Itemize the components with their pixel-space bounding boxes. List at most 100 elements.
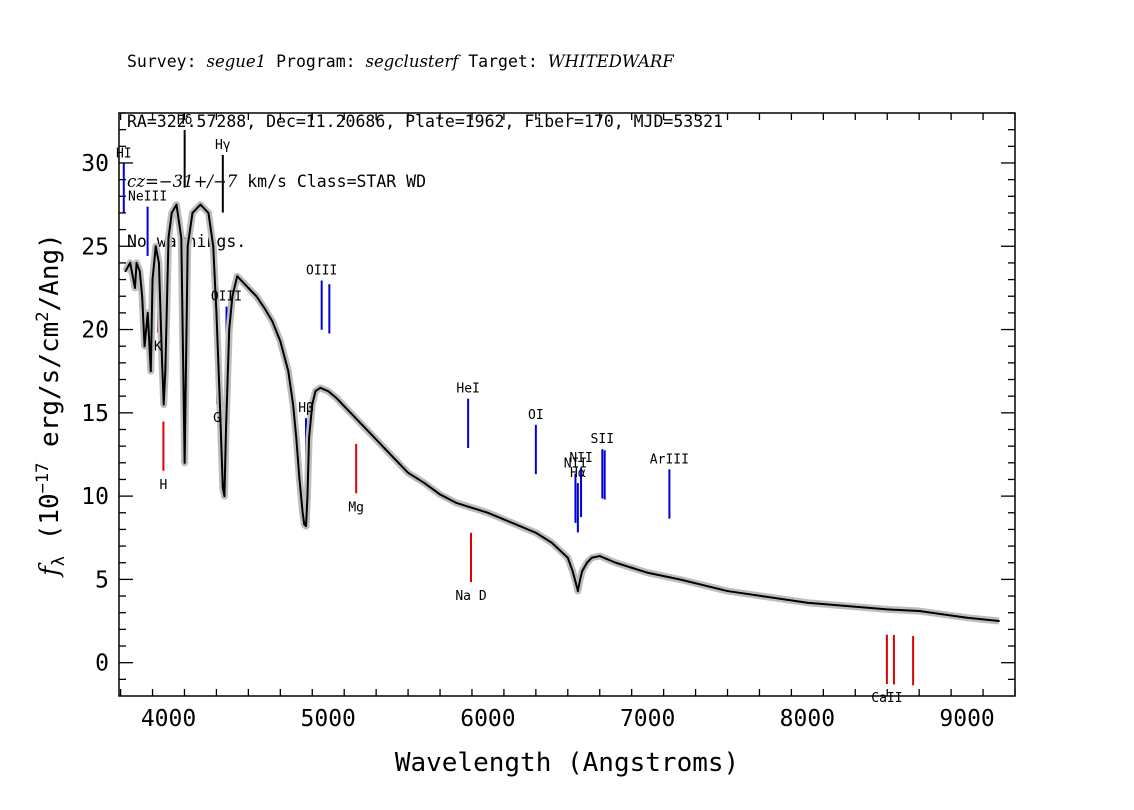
spectrum-point [423,481,425,484]
spectrum-point [295,436,298,439]
spectral-line-label: Hβ [298,401,314,416]
cz-unit-class: km/s Class=STAR WD [237,172,427,191]
spectrum-point [186,245,189,248]
spectrum-point [207,212,210,214]
spectral-line-label: HeI [456,382,479,397]
spectrum-point [574,581,577,584]
spectrum-point [236,275,239,278]
spectrum-point [255,295,258,298]
spectral-line-label: CaII [871,691,902,706]
spectrum-point [271,320,274,323]
plot-frame [118,112,1016,697]
spectral-line-label: OIII [306,263,337,278]
spectrum-point [314,390,317,393]
spectrum-point [221,486,224,489]
y-axis-label: fλ (10−17 erg/s/cm2/Ang) [33,233,69,578]
x-tick-label: 4000 [141,706,196,732]
spectrum-point [129,262,132,264]
spectrum-point [359,421,362,424]
x-tick-label: 8000 [780,706,835,732]
spectral-line-label: K [154,340,162,355]
spectrum-point [306,495,309,498]
spectrum-point [471,506,473,509]
spectrum-point [375,438,378,441]
spectrum-point [134,287,136,289]
spectral-line-label: OIII [211,290,242,305]
cz-value: =−31+/−7 [144,172,238,191]
spectrum-point [439,493,441,496]
spectral-line-label: Na D [455,589,486,604]
spectral-line-label: Hγ [215,138,231,153]
spectrum-point [161,361,164,364]
spectrum-point [175,203,178,206]
spectrum-point [225,428,227,431]
spectral-line-label: SII [591,432,614,447]
spectrum-point [292,403,294,406]
y-tick-label: 10 [81,484,109,510]
spectrum-point [726,590,729,592]
spectral-line-label: HI [116,146,132,161]
spectrum-point [391,455,394,458]
spectral-line-label: Hδ [177,113,193,128]
spectrum-point [998,620,1000,622]
spectrum-point [212,245,215,248]
spectrum-header: Survey: segue1 Program: segclusterf Targ… [127,12,723,272]
x-tick-label: 9000 [939,706,994,732]
spectrum-point [327,390,330,393]
spectrum-point [135,262,138,264]
header-redshift-line: cz=−31+/−7 km/s Class=STAR WD [127,172,723,192]
spectrum-point [191,212,194,214]
spectral-line-label: G [213,411,221,426]
spectrum-point [301,511,304,514]
spectrum-point [228,328,231,331]
spectrum-point [146,311,149,314]
program-value: segclusterf [365,52,459,71]
survey-label: Survey: [127,52,207,71]
spectrum-point [503,518,505,521]
y-tick-label: 20 [81,318,109,344]
spectrum-point [158,262,160,264]
spectrum-point [215,311,218,314]
y-tick-label: 25 [81,234,109,260]
spectrum-point [487,511,489,514]
spectrum-point [598,555,601,557]
y-tick-label: 5 [95,567,109,593]
spectrum-point [566,556,569,559]
spectrum-point [138,270,141,273]
spectral-line-label: ArIII [650,452,689,467]
spectrum-point [550,541,553,544]
spectrum-point [239,278,242,281]
spectrum-point [164,370,167,373]
spectrum-point [170,212,173,214]
spectrum-point [180,237,183,239]
y-tick-label: 30 [81,151,109,177]
spectrum-point [918,610,921,612]
spectrum-point [455,501,457,504]
spectrum-point [806,601,809,604]
spectrum-point [223,495,226,498]
target-label: Target: [458,52,548,71]
spectral-line-label: OI [528,408,544,423]
spectrum-point [319,386,322,389]
spectrum-point [151,278,154,281]
spectrum-point [518,525,521,527]
target-value: WHITEDWARF [547,52,674,71]
spectrum-point [678,578,681,581]
program-label: Program: [266,52,366,71]
spectrum-point [308,436,310,439]
spectrum-point [141,295,144,298]
spectrum-point [199,203,202,206]
header-coords-line: RA=322.57288, Dec=11.20686, Plate=1962, … [127,112,724,131]
spectrum-point [247,287,250,289]
header-survey-line: Survey: segue1 Program: segclusterf Targ… [127,52,723,72]
spectrum-line [124,203,1000,623]
spectrum-point [578,580,581,582]
spectrum-point [646,571,649,574]
spectrum-point [630,566,633,569]
spectrum-point [183,461,186,464]
spectral-line-label: Mg [348,500,364,515]
y-tick-label: 15 [81,401,109,427]
spectrum-point [149,370,152,373]
